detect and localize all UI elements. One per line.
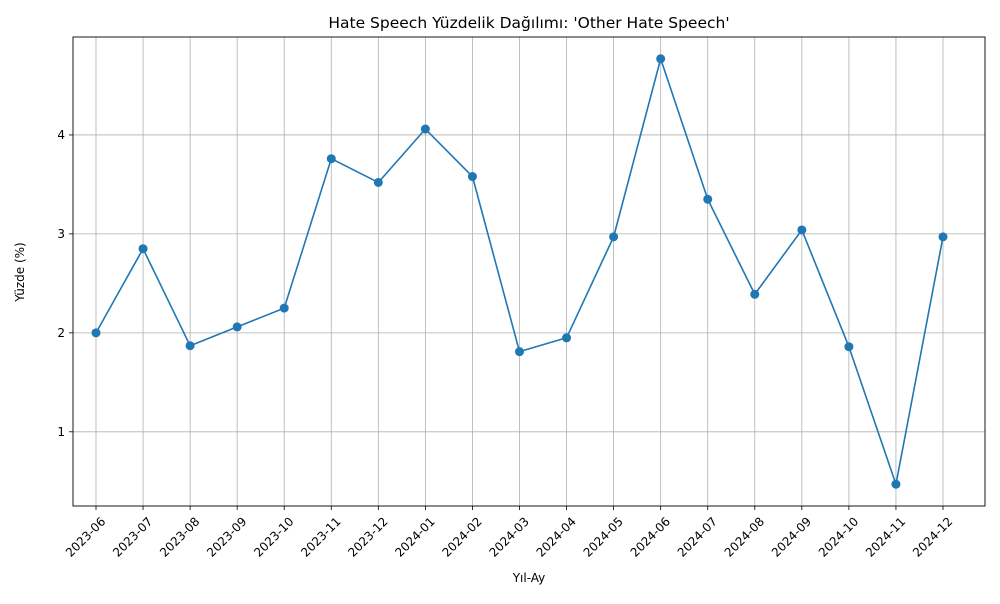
y-tick-label: 2 xyxy=(57,326,65,340)
data-point xyxy=(279,303,289,313)
y-axis-label: Yüzde (%) xyxy=(13,242,27,302)
data-point xyxy=(844,342,854,352)
y-axis-ticks: 1 2 3 4 xyxy=(57,128,73,439)
data-point xyxy=(938,232,948,242)
data-point xyxy=(326,154,336,164)
data-point xyxy=(656,54,666,64)
data-point xyxy=(515,347,524,357)
data-point xyxy=(185,341,195,351)
y-tick-label: 1 xyxy=(57,425,65,439)
data-point xyxy=(750,289,760,299)
data-point xyxy=(138,244,148,254)
y-tick-label: 4 xyxy=(57,128,65,142)
data-point xyxy=(609,232,619,242)
data-point xyxy=(232,322,242,332)
data-point xyxy=(420,124,430,134)
series-line-group xyxy=(91,54,948,489)
data-point xyxy=(891,479,901,489)
y-tick-label: 3 xyxy=(57,227,65,241)
data-point xyxy=(467,172,477,182)
x-axis-label: Yıl-Ay xyxy=(512,571,546,585)
chart-title: Hate Speech Yüzdelik Dağılımı: 'Other Ha… xyxy=(328,14,729,32)
data-point xyxy=(373,177,383,187)
plot-frame xyxy=(72,36,986,507)
data-point xyxy=(91,328,101,338)
data-point xyxy=(797,225,807,235)
grid xyxy=(73,37,985,506)
data-point xyxy=(703,194,713,204)
data-point xyxy=(562,333,572,343)
